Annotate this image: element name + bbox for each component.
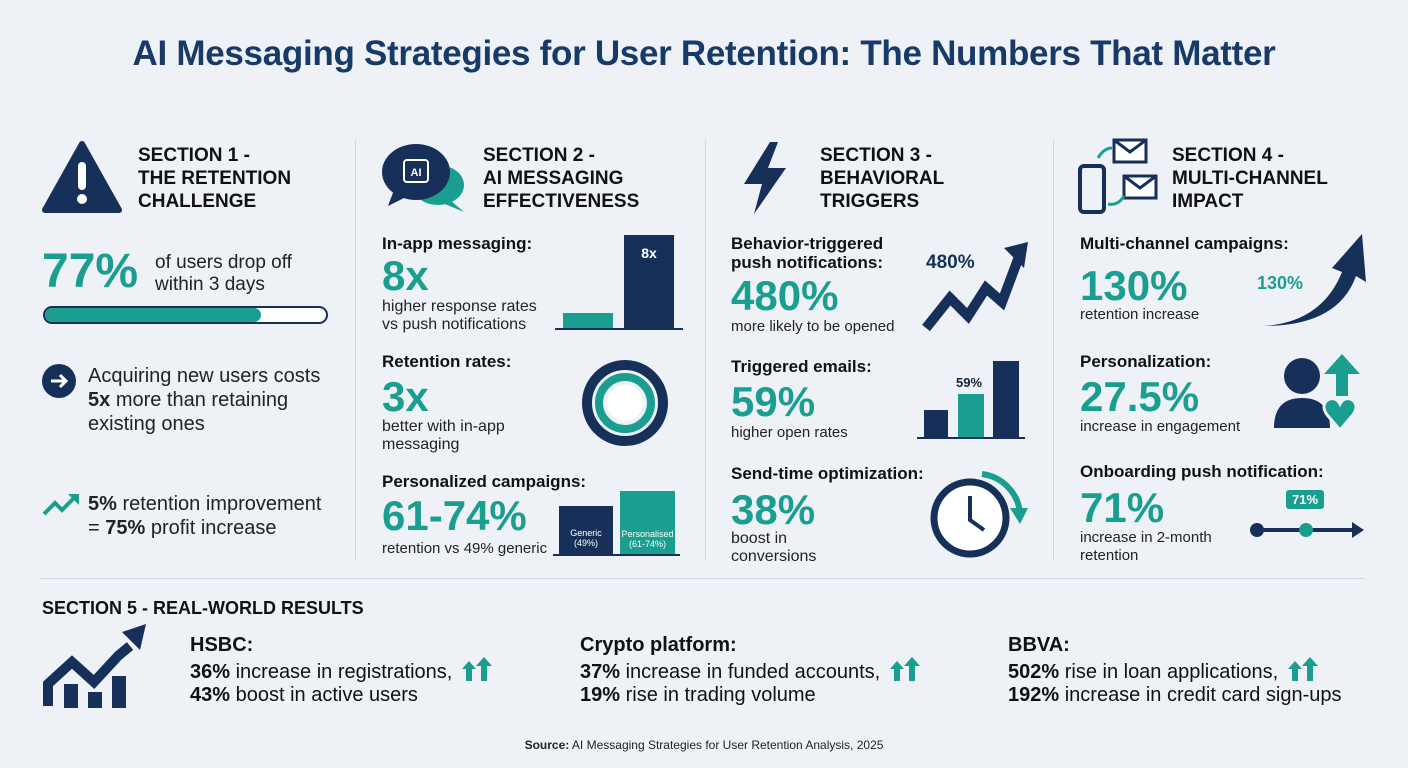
- ring-chart: [582, 360, 668, 446]
- section-2-heading: SECTION 2 - AI MESSAGING EFFECTIVENESS: [483, 145, 640, 212]
- result-item: BBVA: 502% rise in loan applications, 19…: [1008, 634, 1342, 706]
- progress-bar: [43, 306, 328, 324]
- up-arrows-icon: [1287, 657, 1318, 681]
- stat-59: 59%: [731, 378, 816, 425]
- lightning-icon: [744, 142, 786, 214]
- warning-icon: [42, 141, 122, 213]
- bar: [924, 410, 948, 437]
- source: Source: AI Messaging Strategies for User…: [524, 738, 884, 752]
- divider: [705, 140, 706, 560]
- multichannel-icon: [1078, 138, 1158, 214]
- arrow-label: 130%: [1257, 273, 1304, 293]
- personalized-label: Personalized campaigns:: [382, 472, 587, 491]
- divider: [40, 578, 1365, 579]
- stat-text: of users drop off within 3 days: [155, 252, 292, 295]
- stat-3x: 3x: [382, 373, 429, 420]
- result-item: Crypto platform: 37% increase in funded …: [580, 634, 920, 707]
- up-arrows-icon: [889, 657, 920, 681]
- bar-personalised: Personalised (61-74%): [620, 491, 675, 554]
- axis-line: [553, 554, 680, 556]
- stat-77: 77%: [42, 245, 139, 298]
- bar-generic: Generic (49%): [559, 506, 613, 554]
- divider: [1053, 140, 1054, 560]
- section-5-heading: SECTION 5 - REAL-WORLD RESULTS: [42, 598, 364, 618]
- acquisition-cost-text: Acquiring new users costs 5x more than re…: [88, 365, 321, 435]
- bar-push: [563, 313, 613, 328]
- bar: [958, 394, 984, 437]
- stat-61-74: 61-74%: [382, 492, 527, 539]
- stat-38: 38%: [731, 486, 816, 533]
- up-arrows-icon: [461, 657, 492, 681]
- marker-label: 71%: [1286, 490, 1325, 509]
- page-title: AI Messaging Strategies for User Retenti…: [132, 34, 1276, 73]
- axis-line: [917, 437, 1025, 439]
- chart-label: 480%: [926, 252, 975, 273]
- user-heart-icon: [1274, 354, 1360, 433]
- trend-up-icon: [42, 494, 79, 516]
- result-name: Crypto platform:: [580, 634, 737, 656]
- result-name: HSBC:: [190, 634, 254, 656]
- stat-27-5: 27.5%: [1080, 373, 1200, 420]
- curved-arrow-icon: [1264, 234, 1366, 326]
- stat-480: 480%: [731, 272, 839, 319]
- timeline-icon: [1250, 522, 1364, 538]
- ai-chat-icon: AI: [382, 144, 464, 212]
- bar-label: 59%: [956, 375, 983, 390]
- retention-label: Retention rates:: [382, 352, 512, 371]
- arrow-right-circle-icon: [42, 364, 76, 398]
- result-item: HSBC: 36% increase in registrations, 43%…: [190, 634, 492, 707]
- profit-text: 5% retention improvement = 75% profit inc…: [88, 493, 322, 539]
- section-3-heading: SECTION 3 - BEHAVIORAL TRIGGERS: [820, 145, 945, 212]
- axis-line: [555, 328, 683, 330]
- section-4-heading: SECTION 4 - MULTI-CHANNEL IMPACT: [1172, 145, 1328, 212]
- growth-chart-icon: [922, 242, 1028, 332]
- result-name: BBVA:: [1008, 634, 1070, 656]
- svg-text:AI: AI: [411, 167, 422, 179]
- stat-130: 130%: [1080, 262, 1188, 309]
- clock-icon: [930, 471, 1028, 558]
- stat-71: 71%: [1080, 484, 1165, 531]
- bar: [993, 361, 1019, 437]
- in-app-label: In-app messaging:: [382, 234, 533, 253]
- section-1-heading: SECTION 1 - THE RETENTION CHALLENGE: [138, 145, 292, 212]
- divider: [355, 140, 356, 560]
- growth-chart-icon: [43, 624, 146, 708]
- stat-8x: 8x: [382, 252, 429, 299]
- bar-in-app: 8x: [624, 235, 674, 328]
